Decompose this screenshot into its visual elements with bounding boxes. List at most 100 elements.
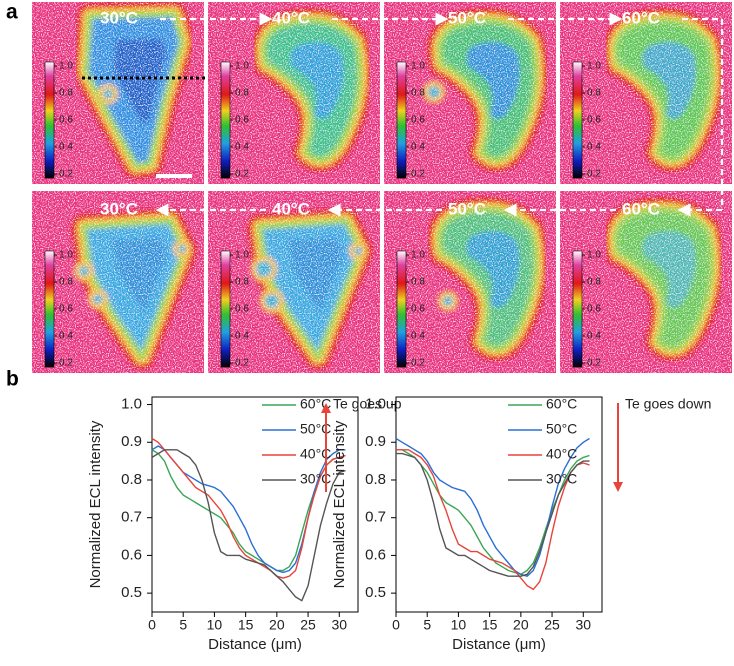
- colorbar-label: 0.8: [59, 88, 73, 99]
- colorbar-label: 0.4: [59, 142, 73, 153]
- y-tick-label: 1.0: [121, 396, 142, 413]
- x-axis-label: Distance (μm): [208, 636, 302, 653]
- colorbar-label: 0.8: [235, 88, 249, 99]
- plot-frame: [395, 396, 603, 613]
- x-tick-label: 20: [513, 617, 529, 633]
- temperature-label: 50°C: [448, 8, 486, 27]
- temperature-label: 60°C: [622, 8, 660, 27]
- colorbar-label: 1.0: [411, 61, 425, 72]
- legend-label: 50°C: [300, 421, 331, 437]
- legend-label: 30°C: [546, 471, 577, 487]
- x-tick-label: 25: [544, 617, 560, 633]
- colorbar-label: 0.4: [411, 142, 425, 153]
- ecl-image: 1.0 0.8 0.6 0.4 0.2: [32, 2, 204, 184]
- panel-label: a: [6, 1, 18, 24]
- colorbar-label: 0.2: [59, 169, 73, 180]
- x-tick-label: 5: [423, 617, 431, 633]
- colorbar: [44, 250, 55, 368]
- line-series: [151, 437, 346, 579]
- x-tick-label: 10: [207, 617, 223, 633]
- ecl-image: 1.0 0.8 0.6 0.4 0.2: [208, 2, 380, 184]
- y-tick-label: 0.5: [121, 584, 142, 601]
- x-tick-label: 15: [238, 617, 254, 633]
- y-tick-label: 0.6: [121, 546, 142, 563]
- image-content: [560, 2, 732, 184]
- colorbar-label: 0.6: [59, 115, 73, 126]
- x-tick-label: 10: [451, 617, 467, 633]
- line-series: [396, 452, 590, 577]
- image-content: [384, 2, 556, 184]
- speckle: [208, 191, 380, 373]
- trend-annotation: Te goes up: [333, 396, 402, 412]
- colorbar-label: 0.8: [411, 88, 425, 99]
- legend-label: 50°C: [546, 421, 577, 437]
- temperature-label: 30°C: [100, 199, 138, 218]
- colorbar-label: 0.4: [411, 331, 425, 342]
- colorbar-label: 1.0: [235, 61, 249, 72]
- colorbar-label: 0.6: [235, 115, 249, 126]
- speckle: [208, 2, 380, 184]
- speckle: [32, 191, 204, 373]
- image-content: [32, 2, 204, 184]
- ecl-image: 1.0 0.8 0.6 0.4 0.2: [32, 191, 204, 373]
- colorbar-label: 0.8: [59, 277, 73, 288]
- temperature-label: 60°C: [622, 199, 660, 218]
- ecl-image: 1.0 0.8 0.6 0.4 0.2: [560, 191, 732, 373]
- colorbar-label: 1.0: [59, 250, 73, 261]
- colorbar-label: 1.0: [587, 250, 601, 261]
- colorbar-label: 0.2: [587, 169, 601, 180]
- temperature-label: 30°C: [100, 8, 138, 27]
- image-content: [32, 191, 204, 373]
- colorbar-label: 1.0: [59, 61, 73, 72]
- x-axis-label: Distance (μm): [452, 636, 546, 653]
- speckle: [384, 2, 556, 184]
- colorbar-label: 0.2: [235, 169, 249, 180]
- y-tick-label: 0.7: [121, 509, 142, 526]
- temperature-label: 40°C: [272, 199, 310, 218]
- x-tick-label: 0: [148, 617, 156, 633]
- panel-label: b: [6, 368, 19, 391]
- colorbar-label: 0.8: [411, 277, 425, 288]
- colorbar-label: 0.4: [59, 331, 73, 342]
- colorbar: [220, 61, 231, 179]
- colorbar: [396, 61, 407, 179]
- colorbar-label: 0.6: [587, 115, 601, 126]
- colorbar-label: 0.6: [587, 304, 601, 315]
- image-content: [208, 191, 380, 373]
- y-tick-label: 0.7: [365, 509, 386, 526]
- y-tick-label: 0.6: [365, 546, 386, 563]
- line-series: [395, 437, 590, 577]
- line-series: [151, 449, 346, 572]
- line-series: [151, 449, 346, 602]
- x-tick-label: 5: [179, 617, 187, 633]
- colorbar-label: 0.6: [411, 115, 425, 126]
- y-tick-label: 0.8: [121, 471, 142, 488]
- x-tick-label: 25: [300, 617, 316, 633]
- colorbar-label: 0.4: [235, 331, 249, 342]
- colorbar-label: 0.2: [235, 358, 249, 369]
- colorbar-label: 1.0: [587, 61, 601, 72]
- legend-label: 60°C: [546, 396, 577, 412]
- speckle: [32, 2, 204, 184]
- y-axis-label: Normalized ECL intensity: [331, 420, 348, 588]
- colorbar-label: 0.6: [411, 304, 425, 315]
- x-tick-label: 20: [269, 617, 285, 633]
- y-tick-label: 0.5: [365, 584, 386, 601]
- legend-label: 40°C: [546, 446, 577, 462]
- colorbar-label: 0.4: [587, 331, 601, 342]
- x-tick-label: 0: [392, 617, 400, 633]
- colorbar-label: 0.4: [587, 142, 601, 153]
- colorbar: [44, 61, 55, 179]
- legend-label: 60°C: [300, 396, 331, 412]
- colorbar: [572, 250, 583, 368]
- ecl-image: 1.0 0.8 0.6 0.4 0.2: [384, 191, 556, 373]
- colorbar-label: 0.2: [59, 358, 73, 369]
- colorbar-label: 0.6: [59, 304, 73, 315]
- trend-arrow-head: [321, 403, 331, 413]
- speckle: [560, 2, 732, 184]
- x-tick-label: 30: [331, 617, 347, 633]
- colorbar-label: 0.2: [411, 169, 425, 180]
- ecl-image: 1.0 0.8 0.6 0.4 0.2: [384, 2, 556, 184]
